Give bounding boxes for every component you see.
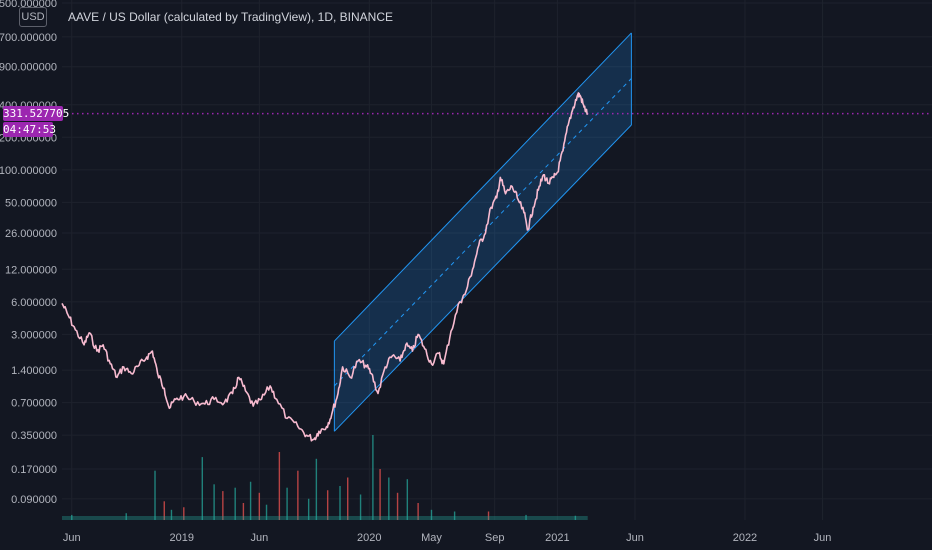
volume-bar <box>183 507 185 520</box>
time-tick-label: 2020 <box>357 532 381 544</box>
volume-bar <box>347 477 349 520</box>
current-price-tag: 331.527705 <box>3 105 70 121</box>
price-tick-label: 0.170000 <box>11 464 57 476</box>
time-tick-label: Jun <box>63 532 81 544</box>
price-tick-label: 50.000000 <box>5 197 57 209</box>
price-tick-label: 900.000000 <box>0 62 57 74</box>
price-tick-label: 1700.000000 <box>0 32 57 44</box>
time-tick-label: 2022 <box>733 532 757 544</box>
time-tick-label: Jun <box>626 532 644 544</box>
volume-bar <box>234 487 236 520</box>
channel-fill <box>334 32 632 432</box>
price-tick-label: 0.700000 <box>11 398 57 410</box>
price-tick-label: 1.400000 <box>11 365 57 377</box>
volume-bar <box>170 509 173 520</box>
price-tick-label: 0.090000 <box>11 494 57 506</box>
volume-bar <box>258 492 261 520</box>
volume-bar <box>163 501 165 520</box>
volume-bar <box>574 515 577 520</box>
channel-lower-line <box>333 124 632 432</box>
volume-bar <box>213 484 215 520</box>
volume-bar <box>125 513 127 520</box>
volume-bar <box>417 503 419 520</box>
price-series <box>61 92 589 442</box>
price-tick-label: 12.000000 <box>5 264 57 276</box>
time-tick-label: 2021 <box>545 532 569 544</box>
price-tick-label: 6.000000 <box>11 297 57 309</box>
volume-bar <box>278 452 281 520</box>
parallel-channel <box>62 32 932 432</box>
volume-bar <box>453 511 456 520</box>
time-tick-label: Sep <box>485 532 505 544</box>
volume-bar <box>154 470 156 520</box>
volume-bar <box>396 492 399 520</box>
volume-bar <box>339 486 341 520</box>
volume-bar <box>307 498 310 520</box>
volume-bar <box>372 435 374 520</box>
price-tick-label: 3.000000 <box>11 329 57 341</box>
volume-bar <box>388 477 390 520</box>
price-tick-label: 3500.000000 <box>0 0 57 10</box>
chart-title: AAVE / US Dollar (calculated by TradingV… <box>68 10 394 24</box>
currency-label[interactable]: USD <box>19 7 47 27</box>
time-tick-label: Jun <box>814 532 832 544</box>
volume-bar <box>297 470 299 520</box>
volume-bar <box>265 504 268 520</box>
volume-bar <box>326 490 329 520</box>
time-tick-label: Jun <box>250 532 268 544</box>
volume-bar <box>71 514 73 520</box>
volume-bar <box>359 494 362 520</box>
chart-grid <box>62 0 932 520</box>
candle-countdown: 04:47:53 <box>3 121 56 137</box>
volume-bar <box>406 479 409 520</box>
volume-bar <box>379 469 381 520</box>
volume-bar <box>242 503 245 520</box>
price-tick-label: 100.000000 <box>0 165 57 177</box>
volume-bar <box>430 509 433 520</box>
price-tick-label: 26.000000 <box>5 228 57 240</box>
time-tick-label: May <box>421 532 442 544</box>
channel-upper-line <box>333 32 632 342</box>
price-axis: 3500.0000001700.000000900.000000400.0000… <box>0 0 57 506</box>
volume-bar <box>286 487 288 520</box>
volume-bars <box>62 435 588 520</box>
time-tick-label: 2019 <box>169 532 193 544</box>
volume-bar <box>487 511 490 520</box>
volume-bar <box>525 514 527 520</box>
price-tick-label: 0.350000 <box>11 430 57 442</box>
volume-bar <box>201 457 203 520</box>
volume-bar <box>222 491 224 520</box>
volume-bar <box>249 481 252 520</box>
price-line <box>61 92 589 442</box>
time-axis: Jun 2019 Jun 2020 May Sep 2021 Jun 2022 Jun <box>63 532 832 544</box>
volume-bar <box>315 458 318 520</box>
volume-baseline <box>62 516 588 520</box>
